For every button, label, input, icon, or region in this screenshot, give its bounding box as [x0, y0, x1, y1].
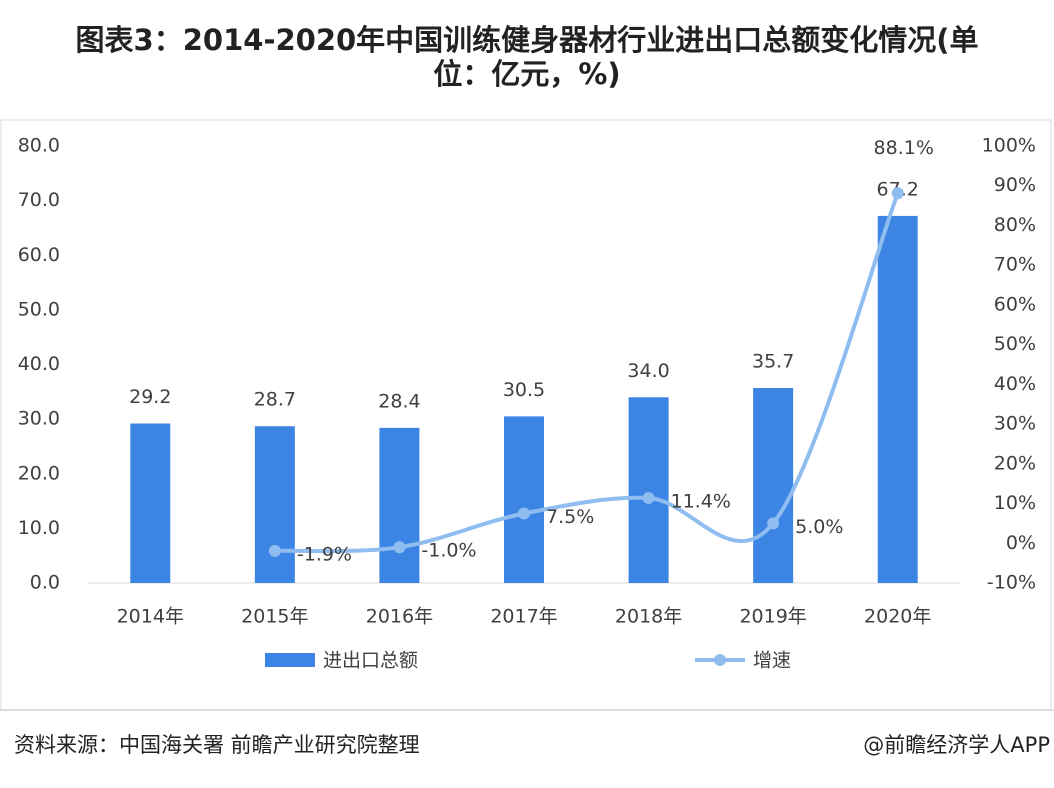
line-marker [642, 491, 655, 504]
bar [130, 423, 171, 583]
bar [504, 416, 544, 583]
line-marker [393, 541, 406, 554]
y-tick-label: 40.0 [18, 353, 60, 375]
y-tick-label: 10.0 [18, 517, 60, 539]
bar [254, 426, 295, 583]
y2-tick-label: 20% [994, 452, 1036, 474]
x-tick-label: 2015年 [241, 606, 308, 628]
bar [628, 397, 669, 583]
line-value-label: 11.4% [671, 490, 731, 512]
y2-tick-label: 60% [994, 293, 1036, 315]
line-value-label: -1.0% [421, 540, 476, 562]
bar [379, 427, 420, 583]
y2-tick-label: 40% [994, 373, 1036, 395]
bar-value-label: 29.2 [129, 386, 171, 408]
bar-value-label: 28.7 [254, 389, 296, 411]
bar-value-label: 28.4 [378, 390, 420, 412]
y-tick-label: 20.0 [18, 462, 60, 484]
x-tick-label: 2018年 [615, 606, 682, 628]
bar-value-label: 34.0 [627, 360, 669, 382]
x-tick-label: 2014年 [117, 606, 184, 628]
bar-value-label: 30.5 [503, 379, 545, 401]
line-value-label: 7.5% [546, 506, 594, 528]
y-tick-label: 70.0 [18, 189, 60, 211]
x-tick-label: 2016年 [366, 606, 433, 628]
x-tick-label: 2019年 [739, 606, 806, 628]
legend-swatch [265, 653, 315, 667]
y2-tick-label: -10% [987, 572, 1036, 594]
legend-swatch [714, 654, 726, 666]
chart-title: 图表3：2014-2020年中国训练健身器材行业进出口总额变化情况(单位：亿元，… [76, 23, 979, 91]
y-tick-label: 60.0 [18, 244, 60, 266]
y-tick-label: 30.0 [18, 408, 60, 430]
y2-tick-label: 50% [994, 333, 1036, 355]
y2-tick-label: 80% [994, 214, 1036, 236]
line-value-label: 5.0% [795, 516, 843, 538]
bar [877, 215, 918, 584]
line-marker [268, 544, 281, 557]
line-value-label: -1.9% [297, 543, 352, 565]
y2-tick-label: 90% [994, 174, 1036, 196]
line-marker [767, 517, 780, 530]
y-tick-label: 50.0 [18, 298, 60, 320]
legend-label: 增速 [753, 650, 791, 672]
source: 资料来源：中国海关署 前瞻产业研究院整理 [14, 733, 420, 757]
x-tick-label: 2020年 [864, 606, 931, 628]
y2-tick-label: 10% [994, 492, 1036, 514]
legend-label: 进出口总额 [323, 650, 418, 672]
line-marker [891, 187, 904, 200]
y2-tick-label: 70% [994, 254, 1036, 276]
x-tick-label: 2017年 [490, 606, 557, 628]
line-marker [518, 507, 530, 520]
credit: @前瞻经济学人APP [863, 733, 1050, 757]
y2-tick-label: 0% [1006, 532, 1036, 554]
y2-tick-label: 30% [994, 413, 1036, 435]
bar [753, 387, 794, 583]
y-tick-label: 0.0 [30, 572, 60, 594]
bar-value-label: 35.7 [752, 350, 794, 372]
line-value-label: 88.1% [874, 137, 934, 159]
y2-tick-label: 100% [982, 135, 1036, 157]
y-tick-label: 80.0 [18, 135, 60, 157]
